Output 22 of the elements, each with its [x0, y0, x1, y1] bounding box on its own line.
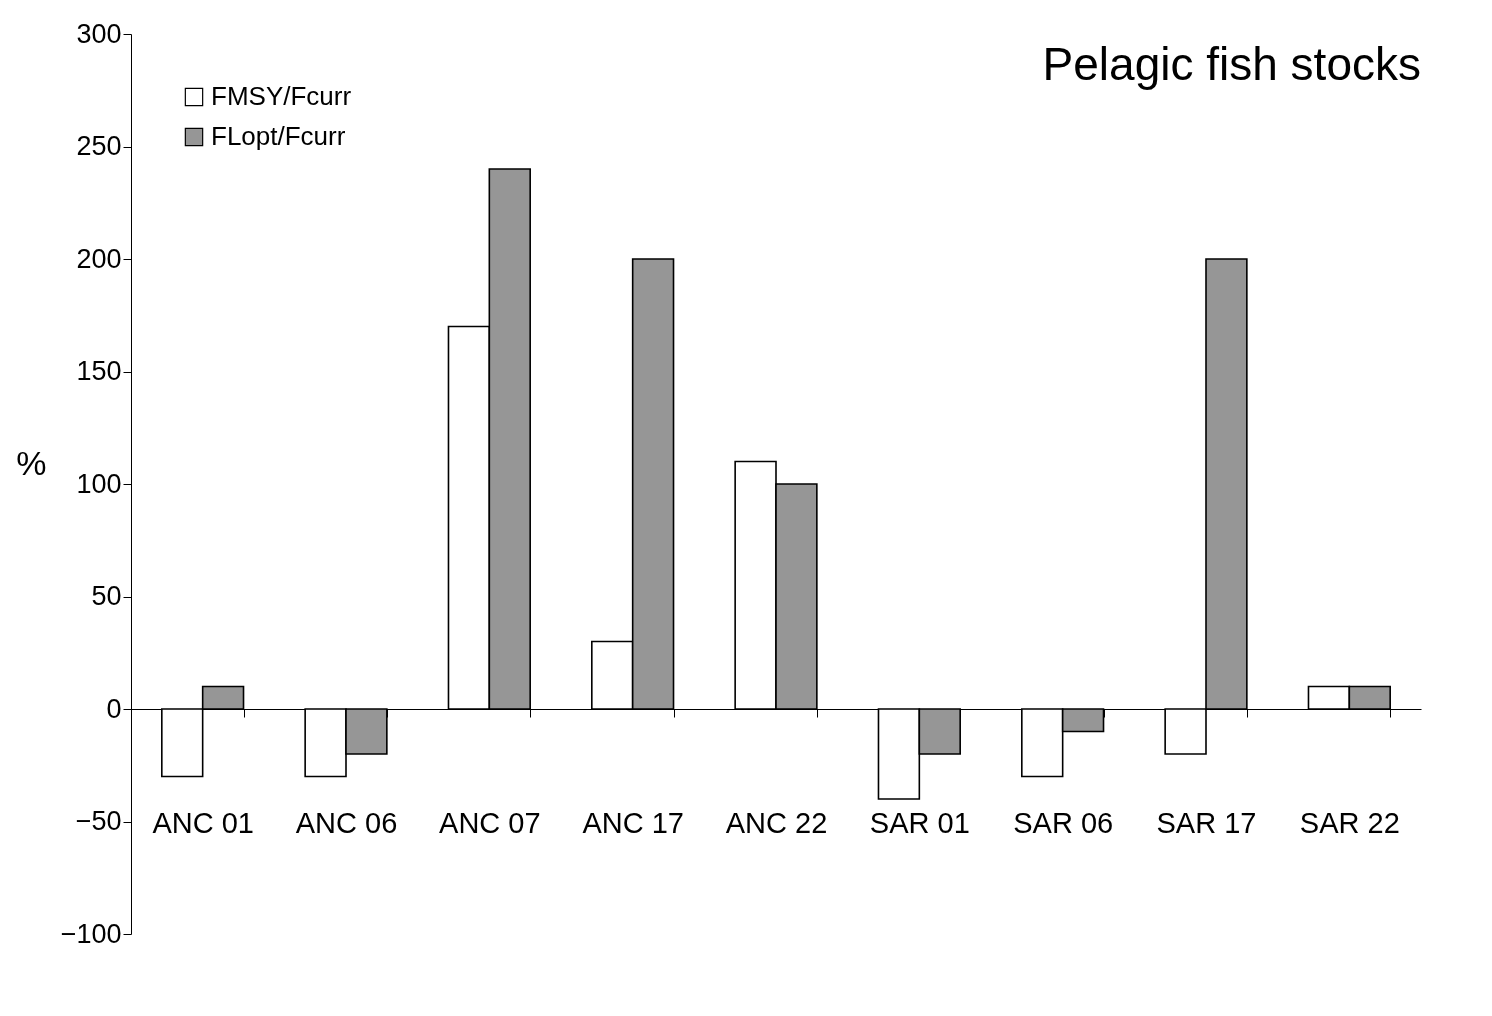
x-tick-label: ANC 17: [582, 806, 684, 839]
y-tick-label: 0: [106, 693, 122, 724]
x-tick-label: SAR 01: [869, 806, 970, 839]
y-tick-label: 250: [76, 131, 122, 161]
y-tick-label: −100: [60, 918, 122, 949]
y-tick-label: −50: [75, 806, 122, 836]
y-tick-label: 300: [76, 18, 122, 49]
x-tick-label: ANC 01: [152, 806, 254, 839]
x-tick-label: SAR 06: [1013, 806, 1114, 839]
x-tick-label: ANC 06: [295, 806, 398, 839]
y-tick-label: 200: [76, 243, 122, 274]
chart-title: Pelagic fish stocks: [1042, 38, 1421, 90]
y-tick-label: 50: [91, 581, 122, 611]
x-tick-label: ANC 22: [725, 806, 828, 839]
y-tick-label: 100: [76, 468, 122, 499]
x-tick-label: SAR 22: [1299, 806, 1400, 839]
legend-label: FLopt/Fcurr: [211, 121, 346, 151]
y-tick-label: 150: [76, 356, 122, 386]
legend-label: FMSY/Fcurr: [211, 81, 352, 111]
x-tick-label: ANC 07: [439, 806, 541, 839]
y-axis-title: %: [16, 443, 47, 482]
x-tick-label: SAR 17: [1156, 806, 1257, 839]
